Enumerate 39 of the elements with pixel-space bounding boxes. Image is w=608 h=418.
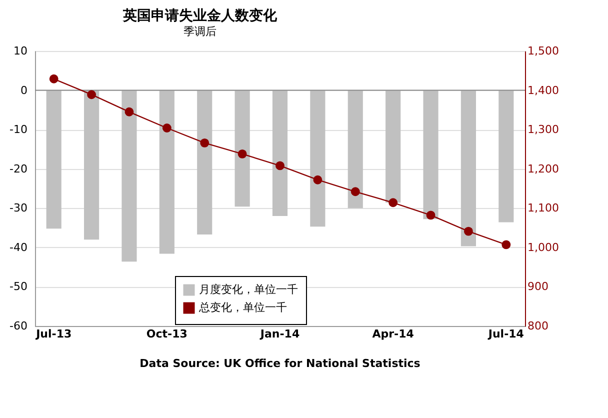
point	[464, 226, 473, 236]
point	[124, 107, 134, 116]
source-note: Data Source: UK Office for National Statistics	[140, 357, 421, 370]
y-tick-label: -10	[10, 123, 28, 136]
point	[276, 161, 284, 170]
point	[388, 198, 398, 208]
point	[502, 240, 511, 250]
y2-tick-label: 1,400	[528, 84, 559, 97]
y-tick-label: 10	[14, 44, 28, 58]
point	[313, 175, 322, 184]
legend-label: 总变化，单位一千	[198, 301, 287, 314]
y-tick-label: -50	[10, 280, 28, 294]
point	[350, 187, 360, 196]
x-tick-label: Apr-14	[372, 328, 414, 340]
y-tick-label: -60	[10, 320, 28, 332]
point	[426, 210, 436, 220]
point	[162, 124, 172, 132]
chart-title: 英国申请失业金人数变化	[122, 7, 278, 24]
legend-label: 月度变化，单位一千	[199, 283, 298, 296]
y2-tick-label: 900	[528, 280, 548, 294]
point	[238, 149, 247, 158]
x-tick-label: Jul-14	[487, 328, 524, 340]
point	[49, 74, 58, 84]
y-tick-label: -30	[10, 202, 28, 215]
y2-tick-label: 1,100	[528, 202, 559, 215]
y2-tick-label: 1,000	[528, 240, 559, 254]
y2-tick-label: 800	[528, 320, 548, 332]
point	[200, 138, 210, 148]
x-tick-label: Jul-13	[35, 328, 72, 340]
y-tick-label: 0	[20, 84, 28, 97]
x-tick-label: Jan-14	[259, 328, 300, 340]
y2-tick-label: 1,500	[528, 44, 559, 58]
y2-tick-label: 1,300	[528, 123, 559, 136]
y2-tick-label: 1,200	[528, 162, 559, 176]
y-tick-label: -20	[10, 162, 28, 176]
x-tick-label: Oct-13	[146, 328, 188, 340]
y-tick-label: -40	[10, 240, 28, 254]
chart-subtitle: 季调后	[184, 25, 216, 38]
point	[87, 90, 96, 100]
